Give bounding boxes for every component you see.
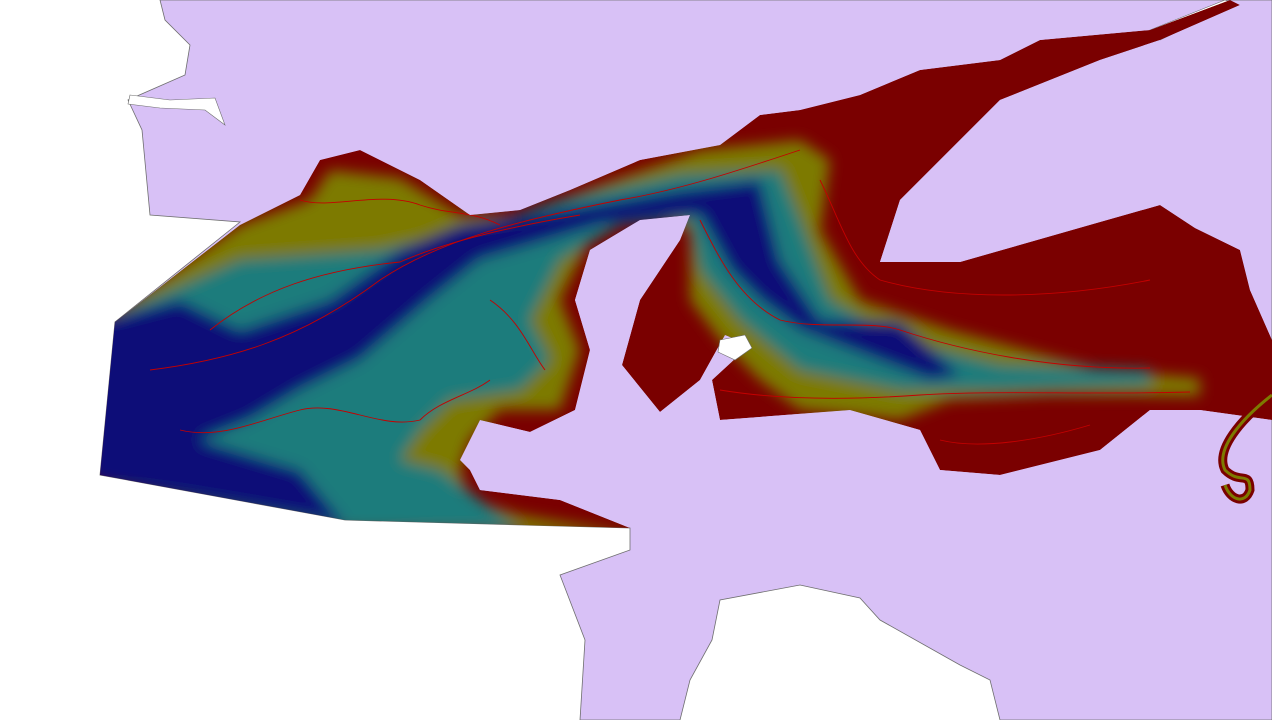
contour-line — [179, 379, 491, 434]
contour-line — [939, 424, 1091, 445]
depth-layers — [100, 0, 1272, 528]
contour-line — [149, 149, 801, 371]
river-inlet — [127, 94, 226, 126]
contour-line — [299, 198, 501, 226]
depth-deep-layer — [100, 180, 960, 525]
small-island — [717, 334, 753, 361]
contour-line — [819, 179, 1151, 296]
river-meander-channel — [1221, 393, 1272, 501]
contour-line — [719, 389, 1191, 399]
contour-line — [489, 299, 546, 371]
contour-line — [209, 214, 581, 331]
depth-contours — [149, 149, 1191, 445]
contour-line — [699, 219, 1151, 369]
depth-mid-layer — [100, 170, 1150, 528]
